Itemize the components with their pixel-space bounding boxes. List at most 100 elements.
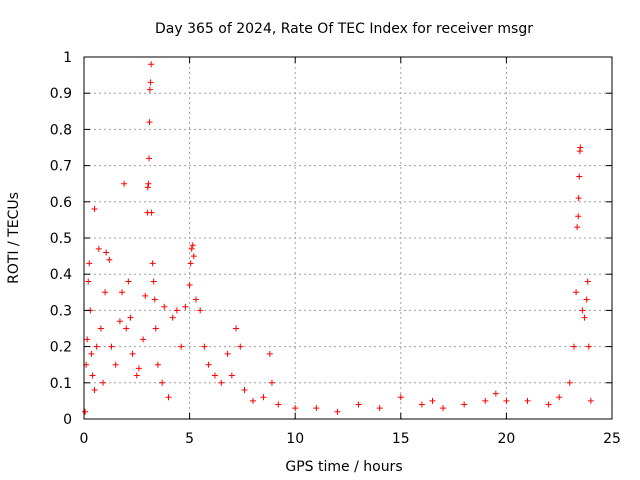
data-point-marker [149,260,156,267]
x-tick-label: 20 [497,431,515,447]
x-tick-label: 5 [185,431,194,447]
data-point-marker [152,325,159,332]
data-point-marker [147,79,154,86]
grid-lines [84,57,612,419]
data-point-marker [133,372,140,379]
data-point-marker [135,365,142,372]
data-point-marker [233,325,240,332]
data-point-marker [97,325,104,332]
data-point-marker [292,405,299,412]
data-point-marker [188,245,195,252]
data-point-marker [187,260,194,267]
data-point-marker [127,314,134,321]
data-point-marker [144,184,151,191]
data-point-marker [376,405,383,412]
data-point-marker [275,401,282,408]
data-point-marker [575,195,582,202]
data-point-marker [228,372,235,379]
data-point-marker [140,336,147,343]
data-point-marker [82,408,89,415]
data-point-marker [148,61,155,68]
data-point-marker [584,278,591,285]
x-axis-label: GPS time / hours [285,459,402,475]
data-point-marker [108,343,115,350]
data-point-marker [579,307,586,314]
data-point-marker [89,372,96,379]
data-point-marker [146,86,153,93]
y-tick-label: 1 [63,50,72,66]
data-point-marker [237,343,244,350]
data-point-marker [189,242,196,249]
data-point-marker [418,401,425,408]
data-point-marker [88,350,95,357]
y-tick-label: 0.6 [50,195,72,211]
chart-title: Day 365 of 2024, Rate Of TEC Index for r… [155,21,533,37]
data-point-marker [151,296,158,303]
data-point-marker [201,343,208,350]
data-point-marker [211,372,218,379]
data-point-marker [197,307,204,314]
data-point-marker [334,408,341,415]
data-point-marker [224,350,231,357]
data-point-marker [85,278,92,285]
x-tick-label: 0 [80,431,89,447]
y-tick-label: 0.3 [50,303,72,319]
data-point-marker [119,289,126,296]
data-point-marker [218,379,225,386]
y-tick-label: 0.7 [50,159,72,175]
data-point-marker [146,119,153,126]
data-point-marker [492,390,499,397]
data-point-marker [313,405,320,412]
data-point-marker [154,361,161,368]
y-axis-label: ROTI / TECUs [6,192,22,284]
data-point-marker [482,397,489,404]
data-point-marker [173,307,180,314]
data-point-marker [102,289,109,296]
data-point-marker [545,401,552,408]
data-point-marker [146,155,153,162]
data-point-marker [123,325,130,332]
data-point-marker [159,379,166,386]
data-point-marker [169,314,176,321]
x-tick-label: 15 [392,431,410,447]
data-point-marker [145,180,152,187]
data-point-marker [575,213,582,220]
data-point-marker [570,343,577,350]
data-point-marker [93,343,100,350]
x-tick-label: 10 [286,431,304,447]
data-point-marker [161,303,168,310]
data-point-marker [585,343,592,350]
data-point-marker [241,387,248,394]
data-point-marker [249,397,256,404]
data-point-marker [355,401,362,408]
data-point-marker [573,289,580,296]
y-tick-label: 0.1 [50,376,72,392]
data-point-marker [150,278,157,285]
data-point-marker [587,397,594,404]
data-point-marker [260,394,267,401]
data-point-marker [503,397,510,404]
data-point-marker [205,361,212,368]
data-point-marker [429,397,436,404]
data-points [82,61,594,415]
data-point-marker [556,394,563,401]
data-point-marker [91,387,98,394]
data-point-marker [121,180,128,187]
data-point-marker [186,282,193,289]
data-point-marker [583,296,590,303]
y-tick-label: 0.4 [50,267,72,283]
data-point-marker [116,318,123,325]
data-point-marker [86,260,93,267]
data-point-marker [577,144,584,151]
data-point-marker [148,209,155,216]
data-point-marker [125,278,132,285]
data-point-marker [84,336,91,343]
data-point-marker [574,224,581,231]
data-point-marker [397,394,404,401]
data-point-marker [103,249,110,256]
data-point-marker [178,343,185,350]
data-point-marker [461,401,468,408]
data-point-marker [268,379,275,386]
data-point-marker [112,361,119,368]
